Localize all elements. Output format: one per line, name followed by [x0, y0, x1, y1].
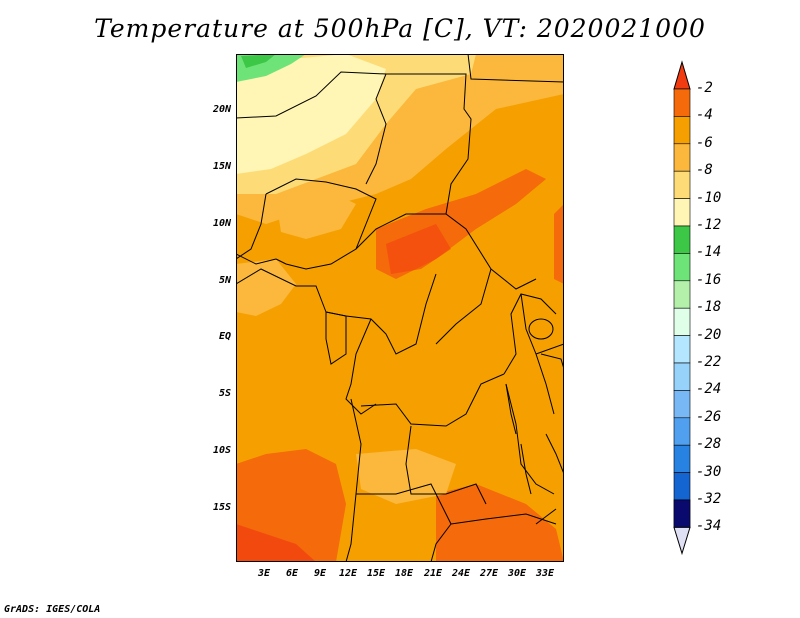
colorbar-bottom-arrow	[673, 526, 691, 556]
colorbar-swatch	[673, 335, 691, 364]
map-frame	[236, 54, 564, 562]
colorbar-top-arrow	[673, 60, 691, 90]
coastline	[236, 268, 327, 313]
colorbar-swatch	[673, 362, 691, 391]
lon-label: 6E	[285, 568, 299, 579]
colorbar-label: -32	[696, 491, 722, 507]
colorbar-swatch	[673, 198, 691, 227]
lon-label: 9E	[313, 568, 327, 579]
colorbar-swatch	[673, 253, 691, 282]
colorbar-label: -28	[696, 436, 722, 453]
colorbar-label: -30	[696, 463, 722, 480]
colorbar-label: -2	[696, 80, 713, 96]
field-mid-light	[276, 189, 356, 239]
field-central-warm-2	[386, 224, 451, 274]
colorbar-swatch	[673, 307, 691, 336]
lon-label: 33E	[535, 568, 555, 579]
lon-label: 21E	[423, 568, 443, 579]
colorbar-label: -10	[696, 189, 722, 206]
lat-label: 20N	[212, 104, 231, 115]
lat-label: EQ	[218, 331, 231, 342]
lat-label: 10N	[212, 218, 231, 229]
colorbar-label: -26	[696, 408, 722, 425]
grads-credit: GrADS: IGES/COLA	[4, 604, 101, 615]
colorbar-label: -20	[696, 326, 722, 343]
country-borders	[236, 54, 564, 562]
lon-label: 3E	[257, 568, 271, 579]
lat-label: 5S	[218, 388, 231, 399]
colorbar-swatch	[673, 390, 691, 419]
lat-label: 15S	[212, 502, 231, 513]
colorbar-swatch	[673, 170, 691, 199]
colorbar-label: -8	[696, 162, 713, 179]
lon-label: 27E	[479, 568, 499, 579]
field-west-light	[236, 259, 296, 316]
colorbar-swatch	[673, 444, 691, 473]
lat-label: 15N	[212, 161, 231, 172]
colorbar-swatch	[673, 225, 691, 254]
colorbar-swatch	[673, 143, 691, 172]
field-east-warm	[554, 204, 564, 284]
colorbar-label: -18	[696, 299, 722, 316]
colorbar-label: -16	[696, 271, 722, 288]
lon-label: 18E	[394, 568, 414, 579]
field-north-green-dark	[241, 54, 276, 68]
lat-label: 10S	[212, 445, 231, 456]
field-southeast-warm	[436, 484, 564, 562]
colorbar-swatch	[673, 499, 691, 528]
colorbar-label: -4	[696, 107, 713, 124]
colorbar-swatch	[673, 116, 691, 145]
lon-label: 12E	[338, 568, 358, 579]
colorbar-label: -34	[696, 518, 722, 535]
lon-label: 24E	[451, 568, 471, 579]
lon-label: 15E	[366, 568, 386, 579]
colorbar-swatch	[673, 417, 691, 446]
colorbar-label: -12	[696, 217, 722, 233]
colorbar-swatch	[673, 280, 691, 309]
field-south-light	[356, 449, 456, 504]
temperature-map	[236, 54, 564, 562]
map-title: Temperature at 500hPa [C], VT: 202002100…	[94, 14, 706, 43]
colorbar-swatch	[673, 88, 691, 117]
lon-label: 30E	[507, 568, 527, 579]
field-southwest-hot	[236, 524, 316, 562]
colorbar-label: -24	[696, 381, 722, 398]
colorbar-label: -14	[696, 244, 722, 261]
colorbar-label: -6	[696, 134, 713, 151]
colorbar-label: -22	[696, 354, 722, 370]
colorbar-swatch	[673, 472, 691, 501]
lakes	[505, 318, 557, 525]
field-northwest-cream	[236, 54, 386, 174]
lat-label: 5N	[218, 275, 231, 286]
colorbar-swatch	[673, 499, 691, 528]
